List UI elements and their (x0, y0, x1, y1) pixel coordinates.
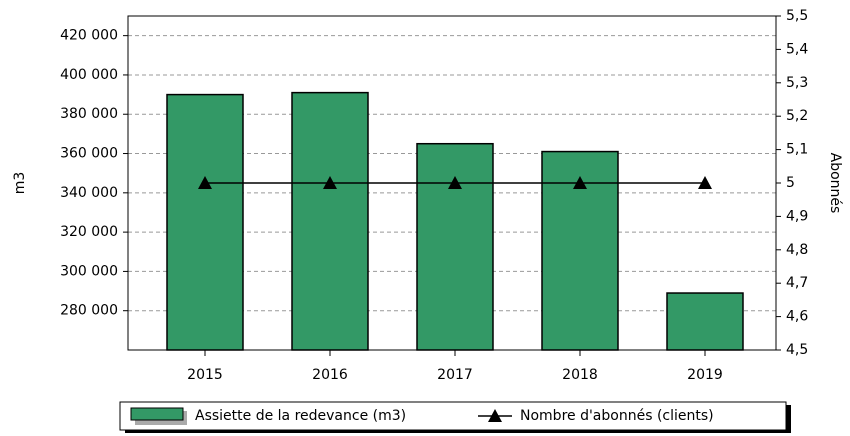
y2-tick-label: 5 (786, 175, 795, 191)
y2-tick-label: 5,4 (786, 41, 808, 57)
y2-tick-label: 4,8 (786, 242, 808, 258)
y-tick-label: 280 000 (60, 303, 118, 319)
y2-tick-label: 4,7 (786, 275, 808, 291)
x-tick-label: 2017 (437, 367, 473, 383)
bar (291, 91, 369, 351)
y-tick-label: 360 000 (60, 146, 118, 162)
legend-label: Assiette de la redevance (m3) (195, 408, 406, 424)
legend-swatch (130, 407, 184, 421)
bar (166, 93, 244, 351)
y2-tick-label: 5,3 (786, 75, 808, 91)
y-tick-label: 320 000 (60, 224, 118, 240)
marker (323, 176, 337, 189)
y-tick-label: 380 000 (60, 106, 118, 122)
bar (666, 292, 744, 351)
y2-tick-label: 5,2 (786, 108, 808, 124)
x-tick-label: 2018 (562, 367, 598, 383)
y2-axis-title: Abonnés (827, 153, 843, 214)
marker (448, 176, 462, 189)
x-tick-label: 2019 (687, 367, 723, 383)
y-tick-label: 420 000 (60, 28, 118, 44)
marker (573, 176, 587, 189)
y2-tick-label: 4,9 (786, 208, 808, 224)
y2-tick-label: 5,1 (786, 142, 808, 158)
marker (198, 176, 212, 189)
x-tick-label: 2015 (187, 367, 223, 383)
y-tick-label: 300 000 (60, 263, 118, 279)
y-tick-label: 340 000 (60, 185, 118, 201)
y-axis-title: m3 (12, 172, 28, 195)
x-tick-label: 2016 (312, 367, 348, 383)
y2-tick-label: 4,5 (786, 342, 808, 358)
legend-label: Nombre d'abonnés (clients) (520, 408, 714, 424)
legend-marker (488, 409, 502, 422)
y-tick-label: 400 000 (60, 67, 118, 83)
bar (416, 142, 494, 351)
legend-box (119, 401, 787, 431)
y2-tick-label: 4,6 (786, 309, 808, 325)
marker (698, 176, 712, 189)
y2-tick-label: 5,5 (786, 8, 808, 24)
